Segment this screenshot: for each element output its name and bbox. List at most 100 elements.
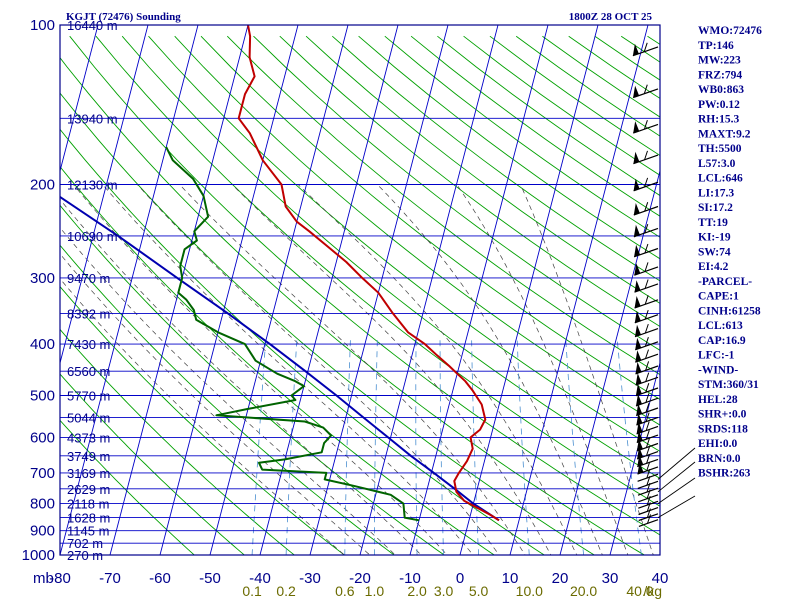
pressure-tick-label: 400 (30, 336, 55, 353)
stability-index-text: TH:5500 (698, 143, 742, 155)
stability-index-text: RH:15.3 (698, 114, 739, 126)
isotherm-line (409, 25, 549, 555)
stability-index-text: -PARCEL- (698, 276, 752, 288)
isotherm-line (559, 169, 660, 555)
mixing-ratio-tick-label: 0.2 (276, 583, 296, 599)
dry-adiabat-line (60, 373, 246, 555)
wind-barb-feather (644, 223, 649, 234)
height-tick-label: 10690 m (67, 229, 118, 244)
height-tick-label: 4373 m (67, 430, 110, 445)
wind-barb-feather (644, 337, 649, 347)
parcel-path-line (60, 195, 500, 522)
temperature-tick-label: 0 (456, 570, 464, 587)
temperature-tick-label: -70 (99, 570, 121, 587)
stability-index-text: MAXT:9.2 (698, 128, 751, 140)
mixing-ratio-tick-label: 2.0 (407, 583, 427, 599)
wind-barb-feather (645, 372, 650, 382)
wind-barb-staff (638, 500, 659, 509)
dry-adiabat-line (279, 35, 660, 328)
wind-barb-flag (636, 430, 643, 443)
wind-barb-feather (645, 403, 650, 413)
wind-barb-flag (637, 462, 644, 475)
temperature-tick-label: -50 (199, 570, 221, 587)
dry-adiabat-line (226, 35, 660, 376)
dry-adiabat-line (174, 35, 660, 426)
isotherm-line (259, 25, 399, 555)
dry-adiabat-line (332, 35, 660, 282)
pressure-tick-label: 1000 (22, 547, 55, 564)
height-tick-label: 16440 m (67, 18, 118, 33)
height-tick-label: 6560 m (67, 364, 110, 379)
wind-barb-flag (634, 244, 641, 257)
height-tick-label: 1145 m (67, 524, 109, 539)
wind-barb-flag (633, 224, 640, 237)
wind-barb-feather (646, 495, 651, 506)
wind-barb-feather (645, 393, 650, 403)
dry-adiabat-line (121, 35, 660, 479)
isotherm-line (609, 361, 660, 555)
moist-adiabat-line (60, 198, 422, 555)
temperature-tick-label: -40 (249, 570, 271, 587)
mixing-ratio-tick-label: 3.0 (434, 583, 454, 599)
wind-barb-flag (633, 151, 640, 164)
wind-barb-feather (646, 508, 651, 518)
wind-barb-flag (636, 403, 643, 416)
temperature-tick-label: 20 (552, 570, 569, 587)
wind-barb-flag (633, 203, 640, 215)
stability-index-text: SW:74 (698, 246, 731, 258)
background-grid (60, 25, 660, 555)
stability-index-text: CINH:61258 (698, 305, 761, 317)
wind-barb-leader (657, 461, 696, 493)
temperature-tick-label: -60 (149, 570, 171, 587)
moist-adiabat-line (231, 184, 552, 555)
isotherm-line (509, 25, 649, 555)
pressure-tick-label: 800 (30, 496, 55, 513)
wind-barb-flag (636, 393, 642, 406)
stability-index-text: KI:-19 (698, 232, 731, 244)
wind-barb-feather (645, 412, 650, 422)
wind-barb-feather (646, 476, 651, 486)
wind-barb-flag (633, 178, 640, 191)
stability-index-text: TT:19 (698, 217, 728, 229)
height-tick-label: 702 m (67, 536, 103, 551)
isotherm-line (359, 25, 499, 555)
wind-barb-feather (646, 446, 650, 456)
stability-index-text: WMO:72476 (698, 25, 762, 37)
stability-index-text: EHI:0.0 (698, 438, 738, 450)
mixing-ratio-line (251, 338, 267, 555)
wind-barb-feather (646, 468, 651, 479)
height-tick-label: 12130 m (67, 178, 118, 193)
dry-adiabat-line (60, 419, 195, 555)
dry-adiabat-line (148, 35, 660, 452)
moist-adiabat-line (456, 184, 629, 555)
wind-barb-feather (645, 349, 649, 359)
dry-adiabat-line (305, 35, 660, 304)
temperature-tick-label: 30 (602, 570, 619, 587)
valid-time: 1800Z 28 OCT 25 (569, 11, 653, 23)
wind-barb-flag (635, 337, 642, 350)
wind-barb-feather (644, 202, 649, 212)
height-tick-label: 7430 m (67, 337, 110, 352)
dry-adiabat-line (60, 92, 596, 555)
isotherm-line (309, 25, 449, 555)
wind-barb-feather (647, 514, 651, 524)
wind-barb-feather (644, 323, 649, 334)
wind-barb-feather (646, 489, 651, 499)
wind-barb-feather (645, 430, 650, 440)
stability-index-text: BSHR:263 (698, 468, 751, 480)
pressure-tick-label: 600 (30, 429, 55, 446)
height-tick-label: 13940 m (67, 111, 118, 126)
stability-index-text: PW:0.12 (698, 99, 740, 111)
height-tick-label: 9470 m (67, 271, 110, 286)
wind-barb-feather (644, 279, 649, 289)
wind-barb-flag (635, 361, 642, 374)
wind-barb-flag (634, 263, 641, 276)
wind-barb-staff (638, 494, 659, 503)
dry-adiabat-line (95, 35, 660, 507)
height-tick-label: 2629 m (67, 482, 110, 497)
stability-index-text: LCL:613 (698, 320, 743, 332)
moist-adiabat-line (520, 184, 654, 555)
stability-index-text: WB0:863 (698, 84, 744, 96)
stability-index-text: EI:4.2 (698, 261, 729, 273)
dewpoint-line (165, 146, 420, 522)
